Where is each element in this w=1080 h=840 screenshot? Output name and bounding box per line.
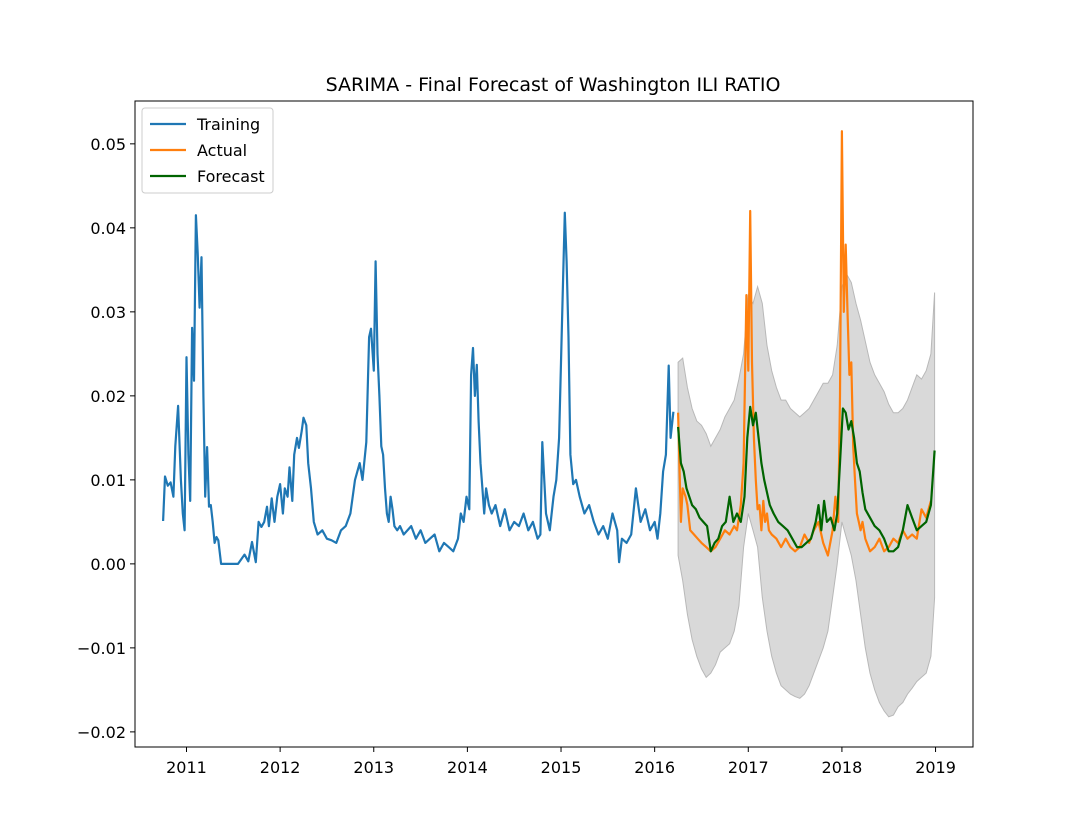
series-layer (162, 130, 936, 566)
legend-box (141, 107, 274, 194)
legend-label-actual: Actual (197, 141, 247, 160)
x-tick-label: 2017 (728, 758, 769, 777)
series-line-actual (677, 130, 932, 557)
chart-title: SARIMA - Final Forecast of Washington IL… (326, 74, 781, 96)
plot-frame (134, 100, 974, 748)
x-tick-label: 2011 (166, 758, 207, 777)
legend: Training Actual Forecast (141, 107, 274, 194)
y-tick-label: 0.02 (90, 387, 126, 406)
y-tick-label: 0.00 (90, 555, 126, 574)
y-tick-label: 0.03 (90, 303, 126, 322)
x-axis: 2011 2012 2013 2014 2015 2016 2017 2018 2019 (166, 747, 956, 777)
y-tick-label: 0.01 (90, 471, 126, 490)
series-line-forecast (677, 405, 936, 553)
x-tick-label: 2018 (822, 758, 863, 777)
x-tick-label: 2014 (447, 758, 488, 777)
x-tick-label: 2013 (353, 758, 394, 777)
y-tick-label: −0.01 (77, 639, 126, 658)
x-tick-label: 2016 (634, 758, 675, 777)
x-tick-label: 2015 (541, 758, 582, 777)
x-tick-label: 2019 (915, 758, 956, 777)
legend-label-forecast: Forecast (197, 167, 265, 186)
y-axis: −0.02 −0.01 0.00 0.01 0.02 0.03 0.04 0.05 (77, 135, 135, 742)
y-tick-label: 0.04 (90, 219, 126, 238)
legend-label-training: Training (196, 115, 260, 134)
y-tick-label: 0.05 (90, 135, 126, 154)
confidence-band-layer (677, 272, 936, 718)
x-tick-label: 2012 (260, 758, 301, 777)
confidence-band (677, 272, 936, 718)
y-tick-label: −0.02 (77, 723, 126, 742)
series-line-training (162, 211, 675, 566)
